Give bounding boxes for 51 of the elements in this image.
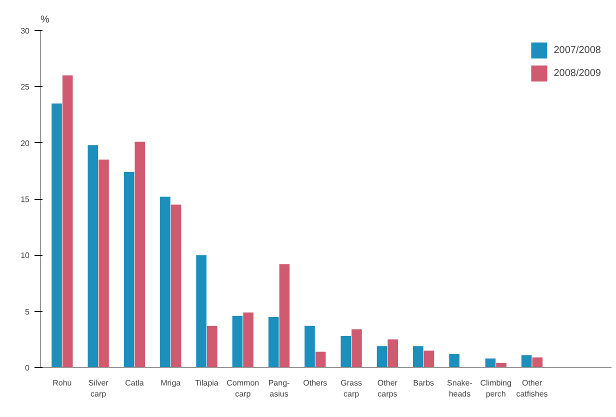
x-tick-label: Other catfishes	[516, 378, 548, 398]
bar	[124, 172, 134, 368]
bar	[243, 312, 254, 368]
y-tick-label: 30	[20, 26, 30, 36]
x-tick-label: Other carps	[377, 378, 398, 398]
bar	[170, 204, 182, 368]
x-tick-label: Others	[303, 378, 328, 388]
bar	[268, 316, 279, 368]
bar	[532, 357, 543, 368]
bar	[449, 354, 460, 368]
bar	[315, 352, 326, 368]
x-tick-label: Climbing perch	[480, 378, 512, 398]
bar	[52, 104, 62, 368]
y-tick-label: 15	[20, 195, 30, 204]
x-tick-label: Snake- heads	[447, 378, 473, 398]
bar	[424, 350, 434, 368]
x-tick-label: Common carp	[226, 378, 260, 398]
bar	[340, 336, 352, 368]
bar	[388, 339, 398, 368]
bar	[62, 75, 73, 368]
bar	[376, 346, 388, 368]
bar	[134, 142, 146, 368]
bar	[413, 346, 424, 368]
bar	[279, 264, 290, 368]
x-tick-label: Catla	[125, 378, 144, 388]
x-tick-label: Barbs	[413, 378, 434, 388]
x-tick-label: Pang- asius	[268, 378, 290, 398]
bar	[496, 363, 506, 368]
bar	[304, 326, 315, 368]
bar	[352, 329, 362, 368]
legend-label: 2008/2009	[554, 68, 601, 78]
bar	[521, 355, 532, 368]
legend-label: 2007/2008	[554, 44, 601, 56]
y-tick-label: 20	[20, 138, 30, 148]
bar	[196, 255, 206, 368]
x-tick-label: Silver carp	[88, 378, 109, 398]
y-tick-label: 10	[20, 251, 30, 260]
bar	[232, 316, 243, 368]
bar	[88, 145, 98, 368]
bar	[207, 326, 218, 368]
x-tick-label: Grass carp	[340, 378, 362, 398]
x-tick-label: Tilapia	[195, 378, 219, 388]
y-tick-label: 25	[20, 82, 30, 92]
bar	[98, 160, 109, 368]
bar	[160, 196, 170, 368]
x-tick-label: Rohu	[52, 378, 72, 388]
y-tick-label: 0	[25, 364, 30, 372]
y-tick-label: 5	[25, 307, 30, 316]
y-axis-title: %	[40, 14, 50, 26]
x-tick-label: Mriga	[160, 378, 182, 388]
bar	[485, 358, 496, 368]
